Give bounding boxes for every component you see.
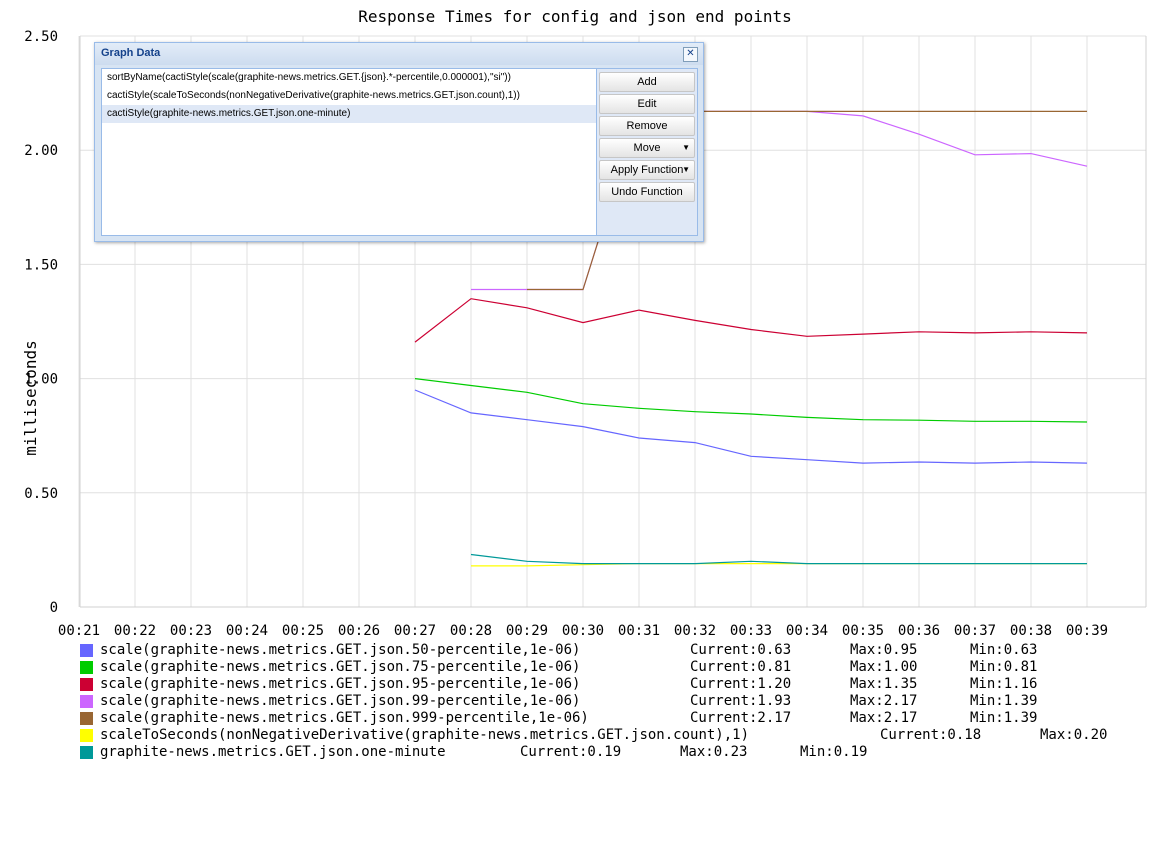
chart-title: Response Times for config and json end p… (358, 7, 791, 26)
apply-function-label: Apply Function (610, 164, 684, 176)
legend-swatch (80, 746, 93, 759)
legend-item: scale(graphite-news.metrics.GET.json.95-… (80, 676, 1037, 693)
legend-item: scale(graphite-news.metrics.GET.json.99-… (80, 693, 1037, 710)
graph-data-dialog: Graph Data ✕ sortByName(cactiStyle(scale… (94, 42, 704, 242)
legend-item: scale(graphite-news.metrics.GET.json.999… (80, 710, 1037, 727)
legend-max: Max:0.20 (1040, 727, 1108, 743)
y-tick-label: 2.50 (24, 29, 58, 45)
apply-function-button[interactable]: Apply Function ▼ (599, 160, 695, 180)
x-tick-label: 00:30 (562, 623, 604, 639)
y-tick-label: 0.50 (24, 486, 58, 502)
x-tick-label: 00:24 (226, 623, 268, 639)
series-line-2 (414, 378, 1088, 423)
legend-series-name: scale(graphite-news.metrics.GET.json.99-… (100, 693, 581, 709)
legend-min: Min:1.39 (970, 693, 1038, 709)
edit-button[interactable]: Edit (599, 94, 695, 114)
target-item[interactable]: sortByName(cactiStyle(scale(graphite-new… (107, 72, 511, 83)
legend-current: Current:1.93 (690, 693, 792, 709)
target-list[interactable]: sortByName(cactiStyle(scale(graphite-new… (101, 68, 597, 236)
y-tick-label: 1.00 (24, 372, 58, 388)
x-tick-label: 00:35 (842, 623, 884, 639)
x-tick-label: 00:21 (58, 623, 100, 639)
legend-item: scaleToSeconds(nonNegativeDerivative(gra… (80, 727, 1107, 744)
legend-min: Min:0.63 (970, 642, 1038, 658)
legend-max: Max:1.35 (850, 676, 918, 692)
x-tick-label: 00:26 (338, 623, 380, 639)
legend-swatch (80, 661, 93, 674)
legend-series-name: scale(graphite-news.metrics.GET.json.95-… (100, 676, 581, 692)
x-tick-label: 00:29 (506, 623, 548, 639)
dialog-header[interactable]: Graph Data ✕ (95, 43, 703, 65)
legend-current: Current:0.63 (690, 642, 792, 658)
legend-series-name: scaleToSeconds(nonNegativeDerivative(gra… (100, 727, 750, 743)
x-tick-label: 00:38 (1010, 623, 1052, 639)
close-icon[interactable]: ✕ (683, 47, 698, 62)
legend-series-name: scale(graphite-news.metrics.GET.json.50-… (100, 642, 581, 658)
legend-max: Max:0.23 (680, 744, 748, 760)
legend-item: scale(graphite-news.metrics.GET.json.50-… (80, 642, 1037, 659)
chevron-down-icon: ▼ (682, 165, 690, 174)
undo-function-button[interactable]: Undo Function (599, 182, 695, 202)
series-line-3 (414, 298, 1088, 343)
legend-current: Current:0.18 (880, 727, 982, 743)
legend-swatch (80, 712, 93, 725)
legend-min: Min:0.81 (970, 659, 1038, 675)
x-tick-label: 00:28 (450, 623, 492, 639)
legend-item: scale(graphite-news.metrics.GET.json.75-… (80, 659, 1037, 676)
remove-button[interactable]: Remove (599, 116, 695, 136)
legend-series-name: graphite-news.metrics.GET.json.one-minut… (100, 744, 446, 760)
legend-item: graphite-news.metrics.GET.json.one-minut… (80, 744, 867, 761)
y-axis-label: milliseconds (21, 340, 40, 456)
dialog-title: Graph Data (101, 47, 161, 59)
x-tick-label: 00:37 (954, 623, 996, 639)
legend-current: Current:2.17 (690, 710, 792, 726)
legend-min: Min:0.19 (800, 744, 868, 760)
dialog-button-panel: Add Edit Remove Move ▼ Apply Function ▼ … (596, 68, 698, 236)
x-tick-label: 00:22 (114, 623, 156, 639)
x-tick-label: 00:39 (1066, 623, 1108, 639)
legend-swatch (80, 678, 93, 691)
y-tick-label: 0 (50, 600, 58, 616)
chevron-down-icon: ▼ (682, 143, 690, 152)
legend-max: Max:2.17 (850, 693, 918, 709)
x-tick-label: 00:27 (394, 623, 436, 639)
y-tick-label: 2.00 (24, 143, 58, 159)
legend-min: Min:1.16 (970, 676, 1038, 692)
legend-swatch (80, 695, 93, 708)
move-button-label: Move (633, 142, 661, 154)
legend-min: Min:1.39 (970, 710, 1038, 726)
legend-swatch (80, 729, 93, 742)
legend-series-name: scale(graphite-news.metrics.GET.json.75-… (100, 659, 581, 675)
legend-current: Current:0.81 (690, 659, 792, 675)
legend-swatch (80, 644, 93, 657)
legend-current: Current:1.20 (690, 676, 792, 692)
x-tick-label: 00:32 (674, 623, 716, 639)
legend-max: Max:0.95 (850, 642, 918, 658)
target-item[interactable]: cactiStyle(scaleToSeconds(nonNegativeDer… (107, 90, 520, 101)
x-tick-label: 00:33 (730, 623, 772, 639)
x-tick-label: 00:25 (282, 623, 324, 639)
move-button[interactable]: Move ▼ (599, 138, 695, 158)
x-tick-label: 00:31 (618, 623, 660, 639)
add-button[interactable]: Add (599, 72, 695, 92)
y-tick-label: 1.50 (24, 257, 58, 273)
chart-axis-labels: 0 0.50 1.00 1.50 2.00 2.50 00:21 00:22 00:23 00:2… (24, 29, 1108, 639)
series-line-1 (414, 389, 1088, 464)
legend: scale(graphite-news.metrics.GET.json.50-… (80, 642, 1107, 761)
x-tick-label: 00:34 (786, 623, 828, 639)
chart-series (414, 110, 1088, 567)
legend-max: Max:2.17 (850, 710, 918, 726)
series-line-7 (470, 553, 1087, 565)
target-item-selected[interactable]: cactiStyle(graphite-news.metrics.GET.jso… (102, 105, 596, 123)
x-tick-label: 00:23 (170, 623, 212, 639)
legend-current: Current:0.19 (520, 744, 622, 760)
legend-series-name: scale(graphite-news.metrics.GET.json.999… (100, 710, 589, 726)
x-tick-label: 00:36 (898, 623, 940, 639)
legend-max: Max:1.00 (850, 659, 918, 675)
